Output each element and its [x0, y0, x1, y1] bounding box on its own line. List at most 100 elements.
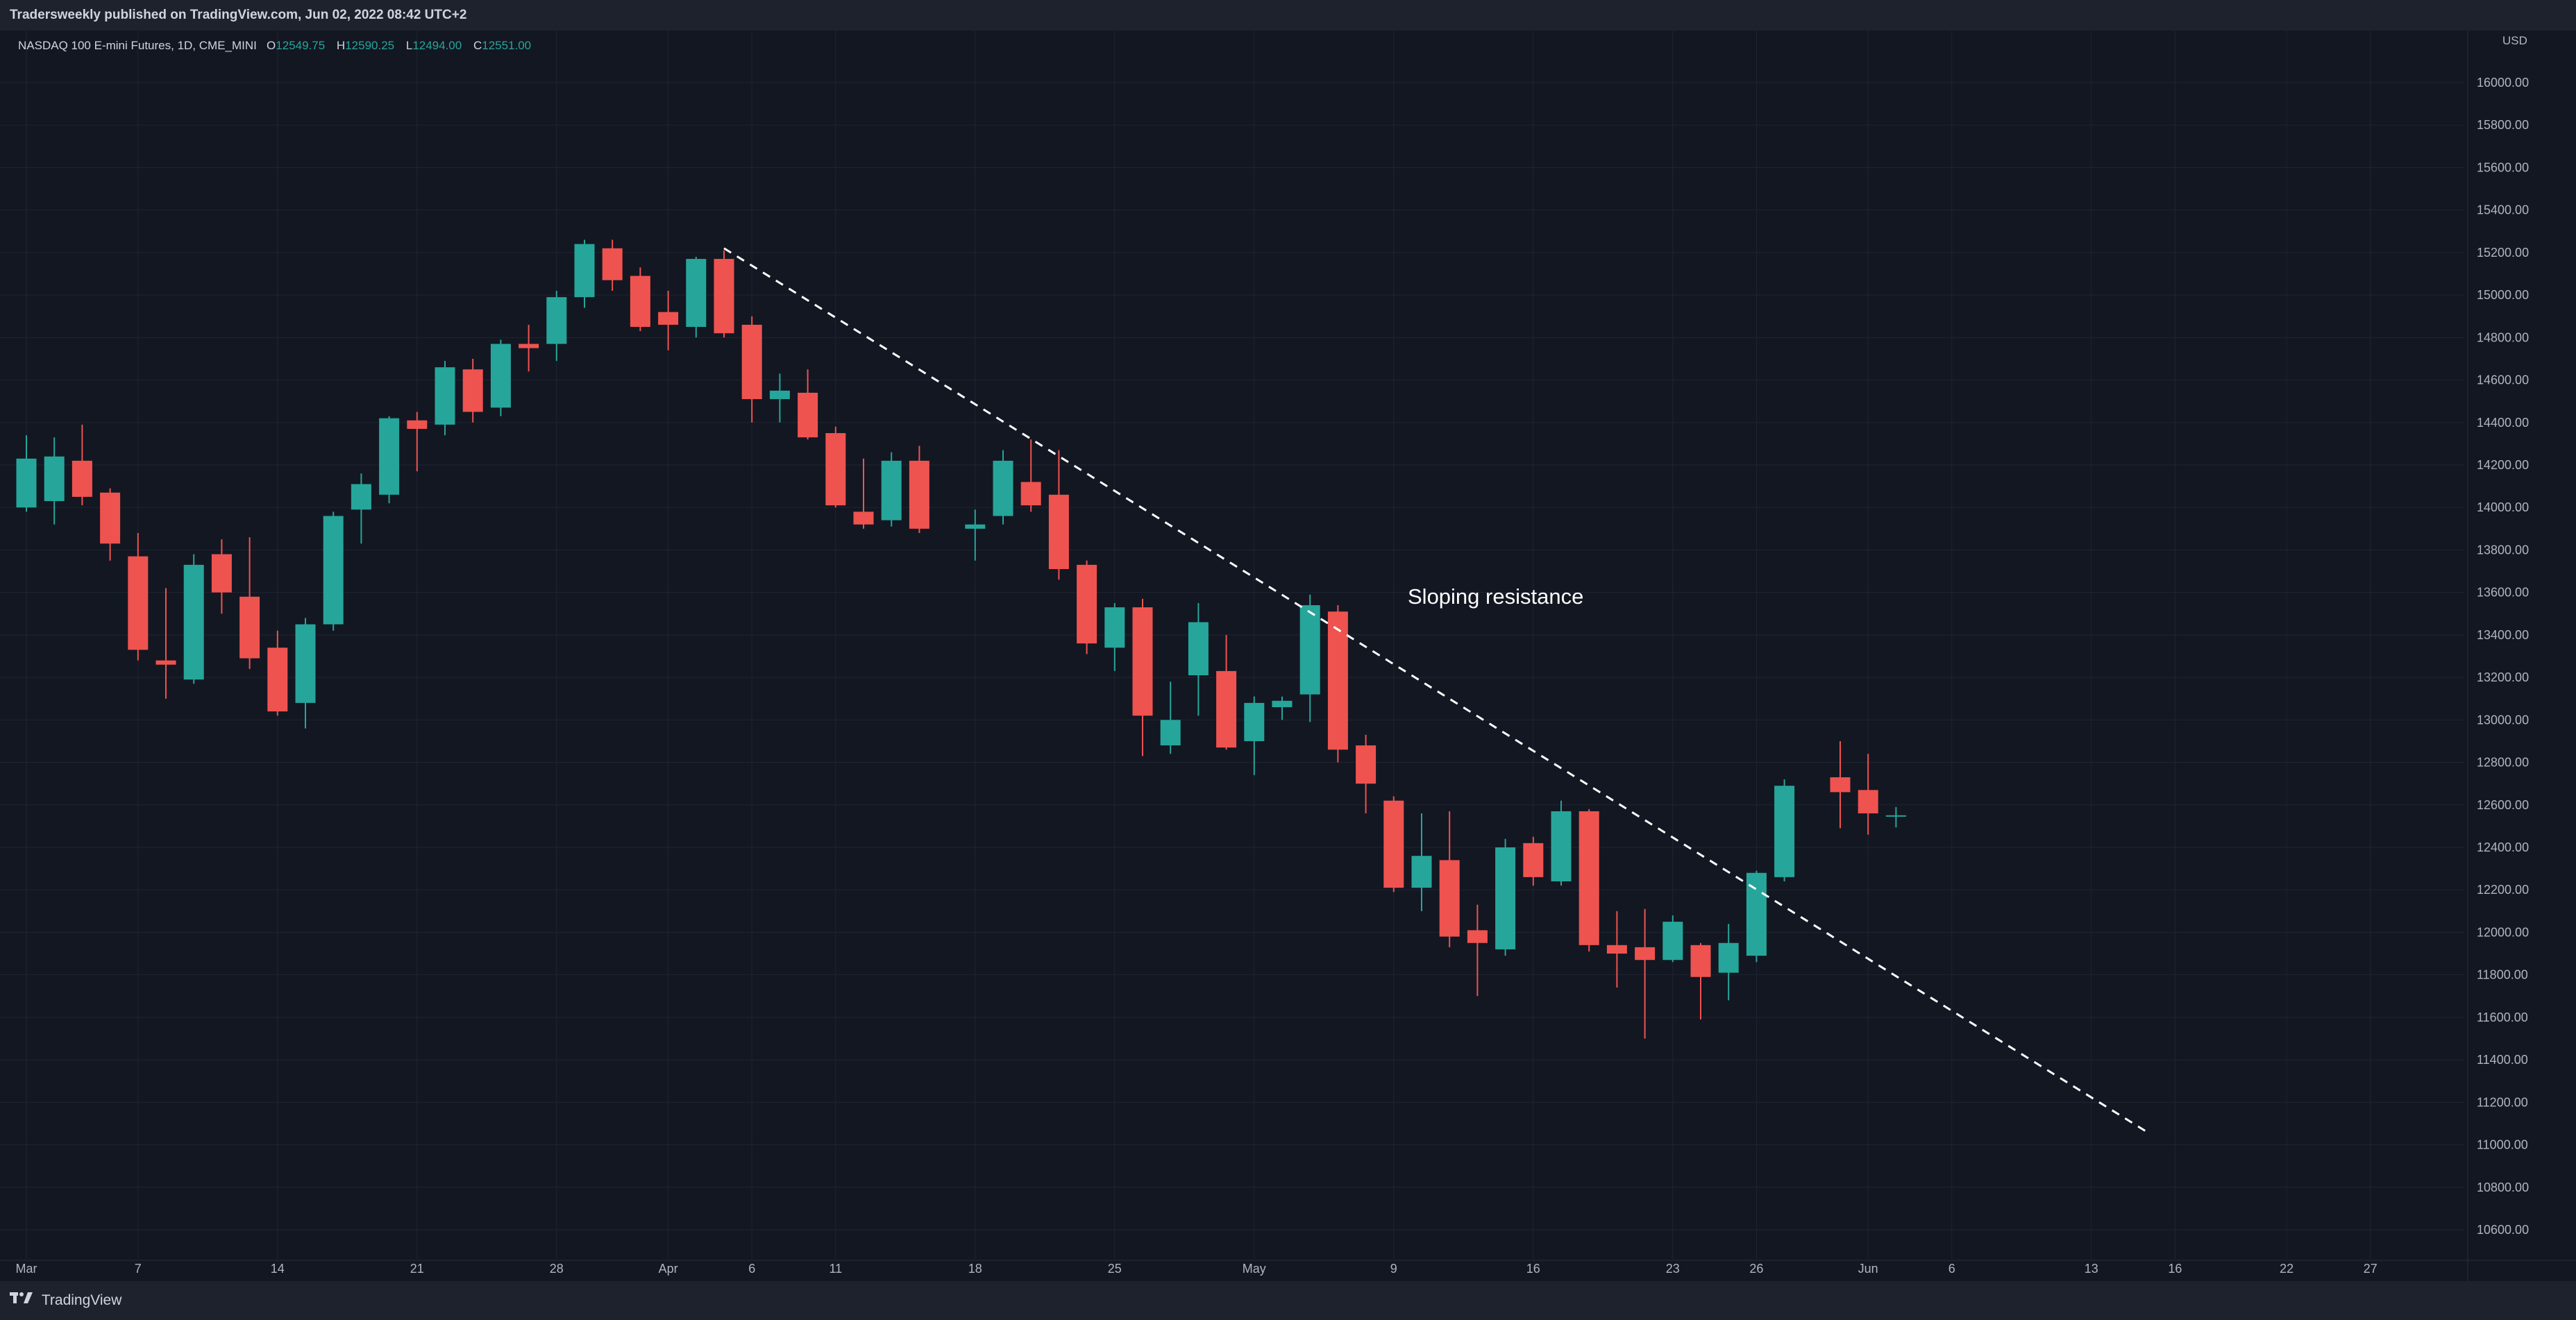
candle-body-up: [1551, 811, 1572, 881]
tradingview-brand[interactable]: TradingView: [41, 1292, 122, 1309]
y-tick-label: 11600.00: [2477, 1010, 2528, 1024]
x-tick-label: 28: [550, 1262, 564, 1276]
x-tick-label: Apr: [659, 1262, 678, 1276]
symbol-legend: NASDAQ 100 E-mini Futures, 1D, CME_MINI …: [18, 39, 539, 53]
candle-body-up: [1411, 856, 1432, 888]
candle-body-down: [1077, 564, 1097, 644]
candlestick-chart[interactable]: 16000.00 15800.00 15600.00 15400.00 15200.00…: [0, 31, 2576, 1281]
x-tick-label: 21: [410, 1262, 424, 1276]
candle-body-down: [825, 433, 846, 506]
tradingview-logo-icon[interactable]: [10, 1281, 33, 1320]
candle-body-down: [100, 492, 121, 544]
candle-body-down: [1467, 930, 1488, 943]
candle-body-down: [1858, 790, 1878, 814]
candle-body-up: [1718, 942, 1739, 973]
candle-body-down: [239, 596, 260, 659]
candle-body-down: [1690, 945, 1711, 977]
symbol-name: NASDAQ 100 E-mini Futures, 1D, CME_MINI: [18, 39, 257, 52]
candle-body-down: [1327, 611, 1348, 750]
y-tick-label: 12400.00: [2477, 840, 2529, 854]
candle-body-down: [128, 556, 149, 650]
y-tick-label: 15400.00: [2477, 203, 2529, 217]
x-tick-label: 27: [2364, 1262, 2377, 1276]
candle-body-down: [1830, 777, 1851, 793]
candle-body-up: [490, 344, 511, 408]
x-tick-label: 14: [271, 1262, 285, 1276]
candle-body-down: [211, 554, 232, 593]
y-tick-label: 14800.00: [2477, 330, 2529, 344]
x-tick-label: May: [1243, 1262, 1266, 1276]
y-tick-label: 11200.00: [2477, 1095, 2528, 1109]
candle-body-down: [741, 324, 762, 400]
candle-body-up: [1244, 702, 1265, 741]
y-tick-label: 11400.00: [2477, 1053, 2528, 1067]
chart-area[interactable]: 16000.00 15800.00 15600.00 15400.00 15200.00…: [0, 31, 2576, 1281]
candle-body-up: [881, 460, 902, 521]
candle-body-down: [1606, 945, 1627, 954]
y-tick-label: 14000.00: [2477, 500, 2529, 514]
y-tick-label: 14200.00: [2477, 458, 2529, 472]
candle-body-down: [71, 460, 92, 497]
y-tick-label: 10800.00: [2477, 1181, 2529, 1194]
x-tick-label: 26: [1749, 1262, 1763, 1276]
low-label: L: [405, 39, 413, 52]
candle-body-down: [602, 248, 623, 280]
high-value: 12590.25: [345, 39, 395, 52]
candle-body-down: [714, 259, 734, 334]
candle-body-up: [379, 418, 400, 495]
x-tick-label: 16: [2168, 1262, 2182, 1276]
y-tick-label: 13000.00: [2477, 713, 2529, 727]
candle-body-up: [1495, 847, 1516, 949]
candle-body-up: [16, 458, 37, 508]
sloping-resistance-trendline: [723, 247, 2148, 1133]
candle-body-down: [1383, 800, 1404, 888]
candle-body-down: [1048, 494, 1069, 569]
y-tick-label: 13400.00: [2477, 628, 2529, 642]
candle-body-down: [1132, 607, 1153, 716]
x-tick-label: Jun: [1858, 1262, 1878, 1276]
candle-body-up: [1662, 922, 1683, 961]
candle-body-down: [1216, 670, 1237, 748]
y-tick-label: 13800.00: [2477, 543, 2529, 557]
y-tick-label: 12600.00: [2477, 798, 2529, 812]
candle-body-up: [44, 456, 65, 502]
candle-body-down: [853, 511, 874, 525]
candle-body-up: [1774, 786, 1795, 877]
publisher-text: Tradersweekly published on TradingView.c…: [10, 8, 467, 22]
close-value: 12551.00: [482, 39, 532, 52]
candle-body-down: [1020, 482, 1041, 506]
candle-body-down: [909, 460, 929, 529]
x-tick-label: 22: [2280, 1262, 2293, 1276]
candle-body-down: [798, 392, 818, 438]
high-label: H: [336, 39, 346, 52]
y-tick-label: 15000.00: [2477, 288, 2529, 302]
x-tick-label: 23: [1666, 1262, 1680, 1276]
candle-body-down: [1439, 860, 1460, 937]
candle-body-up: [1160, 720, 1181, 746]
candle-body-down: [1579, 811, 1599, 945]
y-tick-label: 13600.00: [2477, 586, 2529, 600]
y-tick-label: 12800.00: [2477, 756, 2529, 770]
y-tick-label: 14600.00: [2477, 373, 2529, 387]
candle-body-up: [1885, 815, 1906, 817]
candle-body-down: [462, 369, 483, 412]
open-label: O: [267, 39, 276, 52]
candle-body-up: [1188, 622, 1209, 676]
candle-body-up: [1272, 700, 1293, 707]
y-tick-label: 12000.00: [2477, 925, 2529, 939]
candle-body-down: [155, 660, 176, 665]
y-tick-label: 15800.00: [2477, 118, 2529, 132]
y-tick-label: 13200.00: [2477, 670, 2529, 684]
candle-body-up: [769, 390, 790, 400]
candle-body-down: [630, 276, 650, 328]
candle-body-up: [574, 244, 595, 298]
candle-body-up: [351, 484, 371, 510]
candle-body-up: [323, 516, 344, 625]
candle-body-up: [993, 460, 1013, 516]
candle-body-up: [686, 259, 707, 328]
y-tick-label: 11000.00: [2477, 1138, 2528, 1152]
y-tick-label: 11800.00: [2477, 968, 2528, 982]
x-tick-label: 18: [968, 1262, 982, 1276]
x-tick-label: Mar: [16, 1262, 37, 1276]
candle-body-down: [267, 648, 288, 712]
